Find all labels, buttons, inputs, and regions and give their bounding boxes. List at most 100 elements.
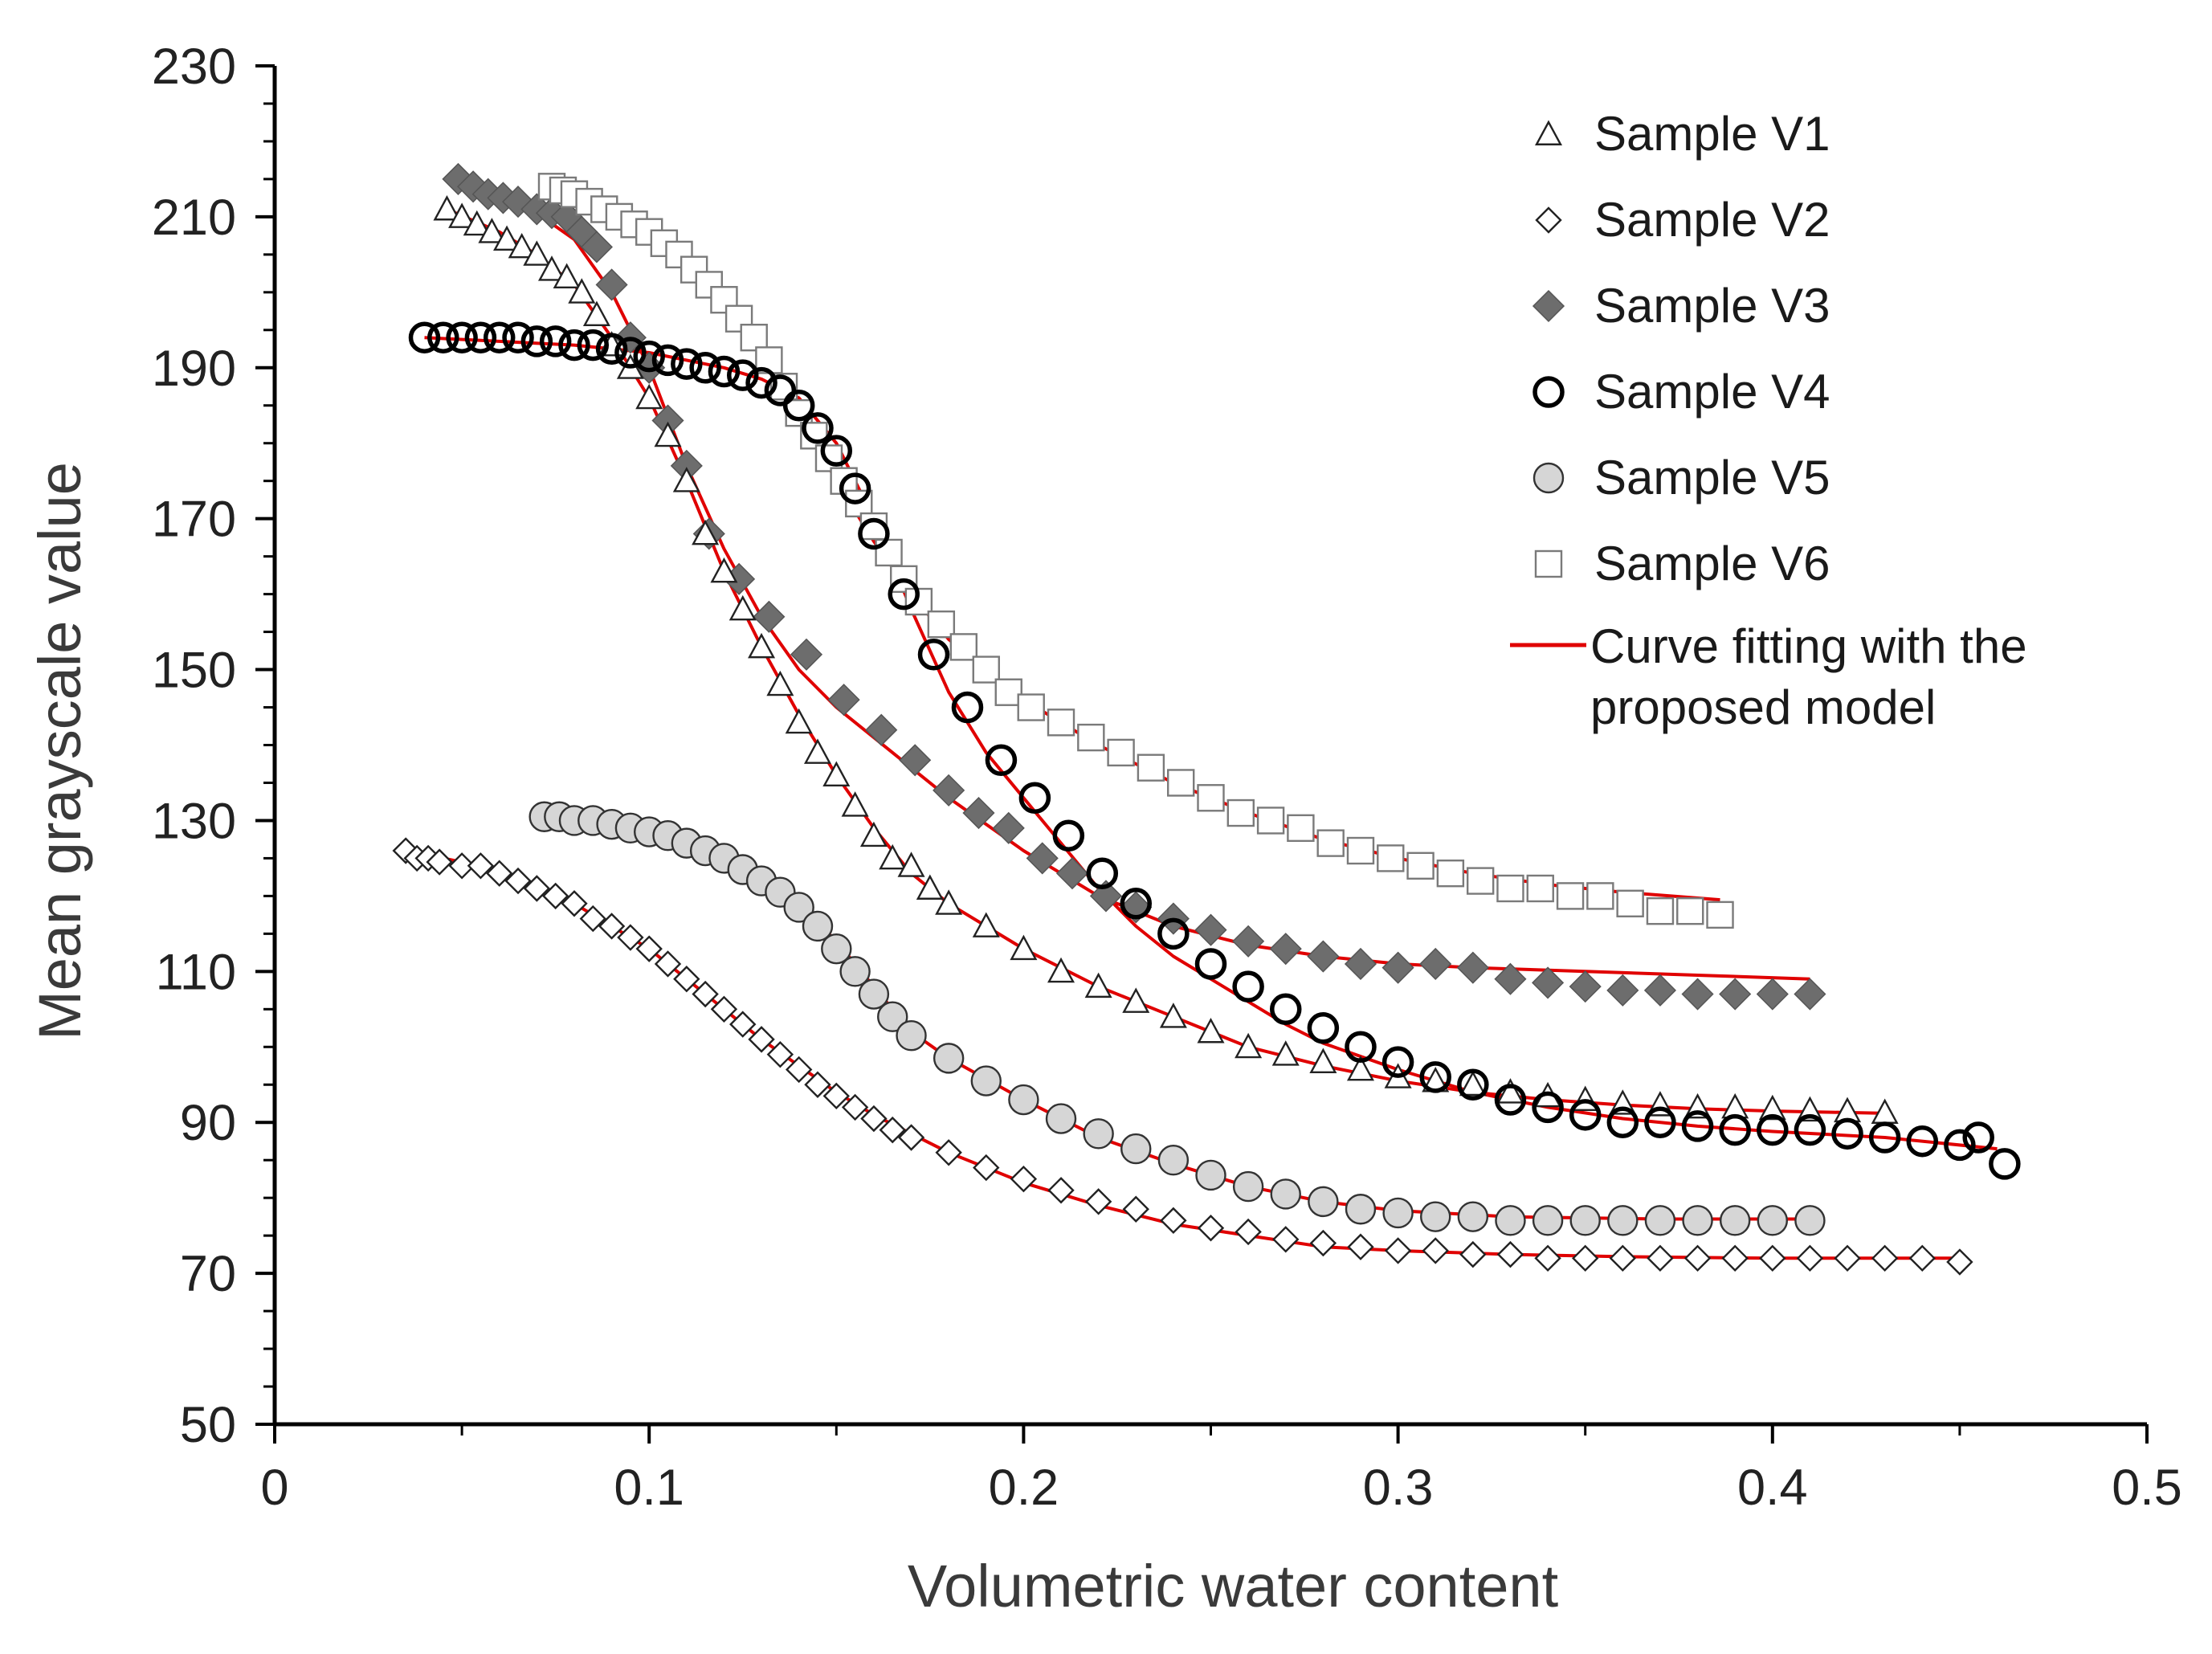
data-point-v4 [1868, 1121, 1901, 1154]
data-point-v6 [972, 655, 1000, 684]
data-point-v4 [708, 355, 741, 388]
data-point-v3 [753, 600, 786, 633]
data-point-v1 [1235, 1032, 1263, 1059]
data-point-v3 [1719, 978, 1752, 1011]
data-point-v1 [672, 467, 700, 492]
data-point-v2 [822, 1082, 850, 1110]
data-point-v2 [1459, 1240, 1487, 1268]
data-point-v2 [579, 905, 606, 933]
data-point-v1 [1159, 1003, 1187, 1028]
data-point-v1 [841, 791, 869, 817]
data-point-v4 [1681, 1110, 1714, 1142]
data-point-v2 [561, 890, 588, 917]
x-tick-label: 0.2 [989, 1460, 1059, 1516]
data-point-v3 [790, 638, 823, 671]
data-point-v5 [1420, 1201, 1451, 1232]
data-point-v4 [1457, 1068, 1489, 1101]
x-tick-label: 0.4 [1737, 1460, 1808, 1516]
data-point-v1 [568, 278, 596, 304]
series-v4 [408, 321, 2021, 1180]
data-point-v2 [1796, 1244, 1824, 1272]
data-point-v1 [785, 708, 813, 734]
y-tick-label: 210 [152, 190, 236, 246]
legend: Sample V1 Sample V2 Sample V3 Sample V4 … [1510, 107, 2027, 734]
data-point-v6 [710, 286, 738, 314]
data-point-v4 [446, 321, 478, 353]
data-point-v4 [1644, 1106, 1676, 1138]
data-point-v3 [827, 684, 860, 717]
data-point-v4 [464, 321, 497, 353]
data-point-v1 [1010, 934, 1038, 961]
data-point-v4 [577, 329, 610, 361]
data-point-v4 [888, 578, 920, 611]
y-tick-label: 190 [152, 341, 236, 397]
data-point-v6 [1646, 896, 1675, 925]
data-point-v3 [1269, 933, 1302, 966]
data-point-v4 [985, 744, 1018, 777]
data-point-v1 [478, 218, 506, 243]
data-point-v4 [917, 639, 950, 671]
y-tick-label: 50 [180, 1397, 236, 1453]
data-point-v4 [671, 348, 703, 380]
legend-marker-v4 [1532, 376, 1565, 408]
data-point-v2 [467, 852, 495, 880]
data-point-v2 [879, 1116, 906, 1144]
data-point-v4 [614, 337, 647, 369]
data-point-v2 [897, 1124, 925, 1151]
data-point-v5 [1495, 1205, 1526, 1236]
data-point-v1 [1346, 1055, 1374, 1081]
x-tick-label: 0.3 [1363, 1460, 1434, 1516]
data-point-v1 [972, 912, 1000, 937]
data-point-v2 [1834, 1244, 1861, 1272]
data-point-v4 [1944, 1129, 1976, 1162]
data-point-v6 [1377, 844, 1405, 872]
x-tick-label: 0.1 [614, 1460, 684, 1516]
legend-marker-v2 [1535, 206, 1562, 234]
data-point-v2 [523, 875, 551, 902]
data-point-v4 [1381, 1046, 1414, 1078]
data-point-v4 [1532, 1091, 1564, 1124]
data-point-v4 [427, 321, 459, 353]
data-point-v2 [766, 1040, 794, 1068]
data-point-v1 [523, 240, 551, 266]
data-point-v3 [1794, 978, 1826, 1011]
y-tick-label: 230 [152, 39, 236, 95]
data-point-v1 [859, 821, 888, 847]
data-point-v4 [802, 412, 834, 444]
data-point-v1 [1496, 1078, 1524, 1104]
y-tick-label: 130 [152, 793, 236, 849]
data-point-v2 [1609, 1244, 1637, 1272]
data-point-v1 [433, 194, 461, 221]
data-point-v1 [493, 225, 521, 251]
data-point-v6 [1436, 860, 1465, 888]
data-point-v3 [1532, 966, 1565, 999]
data-point-v4 [408, 321, 441, 353]
data-point-v5 [1719, 1205, 1751, 1236]
legend-marker-v5 [1532, 462, 1565, 494]
data-point-v2 [448, 852, 475, 880]
data-point-v4 [1906, 1125, 1939, 1158]
data-point-v4 [1419, 1061, 1451, 1093]
data-point-v6 [1616, 889, 1644, 917]
data-point-v1 [654, 421, 682, 447]
data-point-v4 [1120, 888, 1153, 920]
data-point-v3 [899, 744, 932, 777]
data-point-v3 [1419, 947, 1452, 980]
legend-marker-v6 [1534, 549, 1563, 578]
data-point-v1 [463, 210, 491, 236]
data-point-v4 [1052, 819, 1085, 852]
data-point-v6 [740, 324, 768, 352]
data-point-v2 [973, 1154, 1000, 1182]
data-point-v6 [1466, 867, 1495, 895]
data-point-v6 [1287, 814, 1315, 843]
data-point-v5 [1308, 1186, 1339, 1218]
data-point-v1 [1122, 987, 1150, 1013]
data-point-v4 [764, 374, 797, 406]
data-point-v3 [1055, 857, 1089, 890]
data-point-v5 [821, 933, 852, 965]
data-point-v3 [1569, 970, 1602, 1003]
data-point-v6 [1316, 829, 1345, 857]
x-tick-label: 0 [260, 1460, 288, 1516]
data-point-v5 [1270, 1178, 1301, 1210]
data-point-v4 [1962, 1121, 1994, 1154]
